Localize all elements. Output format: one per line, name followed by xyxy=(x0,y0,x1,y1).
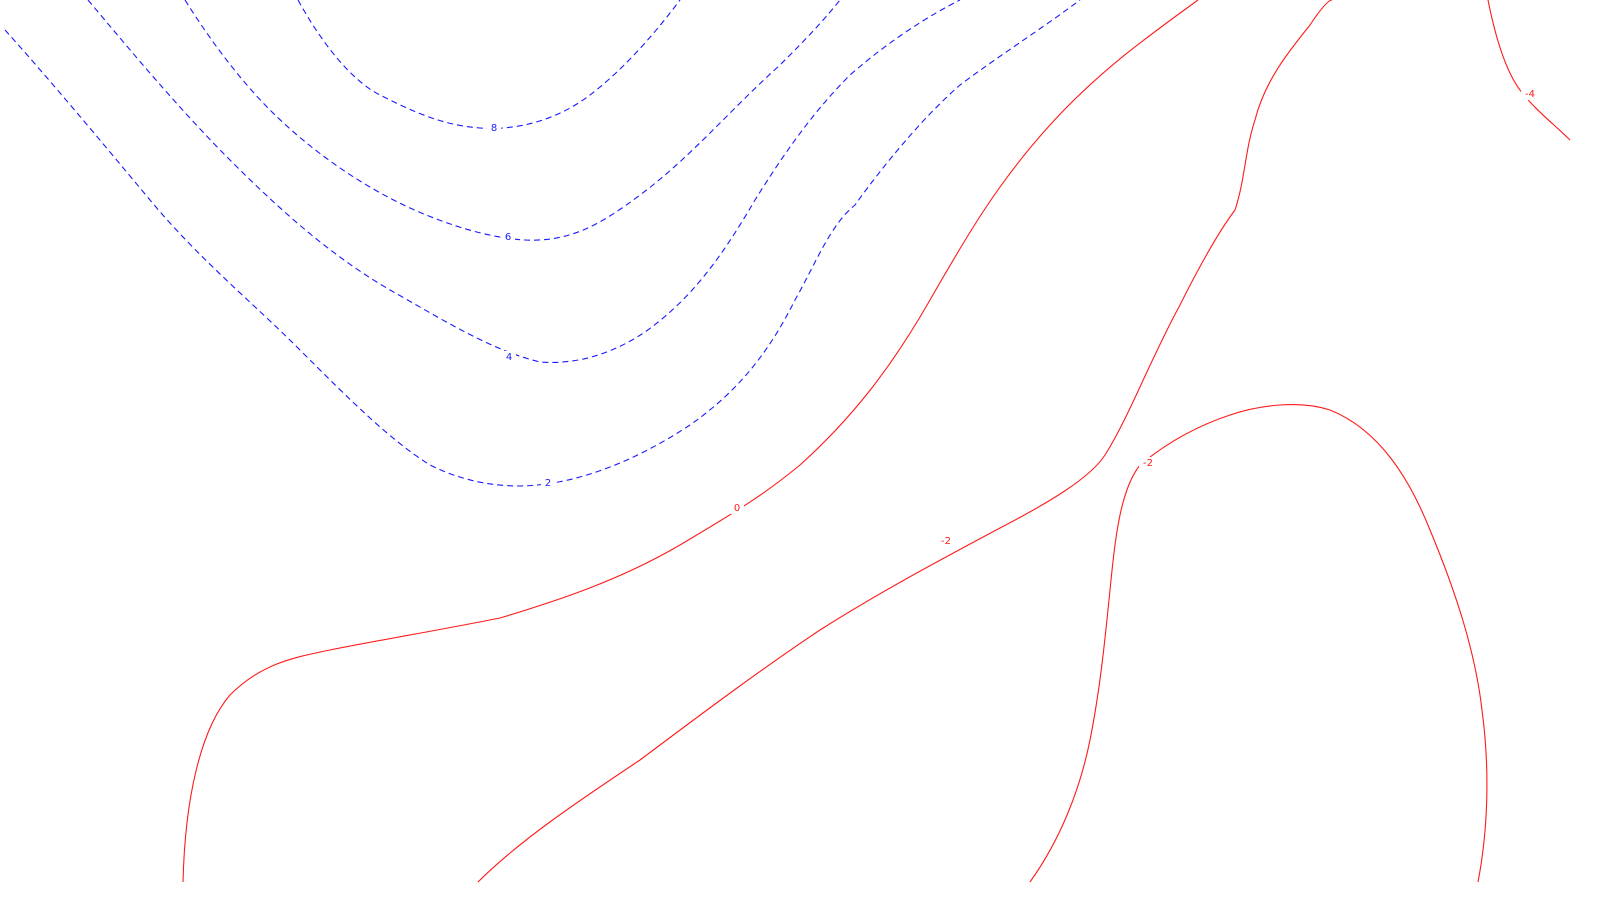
contour-line-neg2-loop xyxy=(1029,404,1488,883)
contour-label-neg2: -2 xyxy=(941,536,951,547)
contour-line-neg2 xyxy=(477,0,1333,883)
contour-line-8 xyxy=(297,0,681,129)
contour-line-4 xyxy=(87,0,961,363)
contour-line-neg4 xyxy=(1487,0,1571,141)
contour-label-8: 8 xyxy=(491,123,497,134)
contour-label-0: 0 xyxy=(734,503,740,514)
contour-label-neg4: -4 xyxy=(1525,89,1535,100)
contour-label-neg2-loop: -2 xyxy=(1143,458,1153,469)
contour-labels: 8 6 4 2 0 -2 -2 -4 xyxy=(487,88,1539,547)
contour-line-2 xyxy=(4,0,1081,487)
contour-label-2: 2 xyxy=(545,478,551,489)
contour-line-0 xyxy=(182,0,1199,883)
contour-label-4: 4 xyxy=(506,352,512,363)
contour-line-6 xyxy=(184,0,841,241)
contour-label-6: 6 xyxy=(505,232,511,243)
